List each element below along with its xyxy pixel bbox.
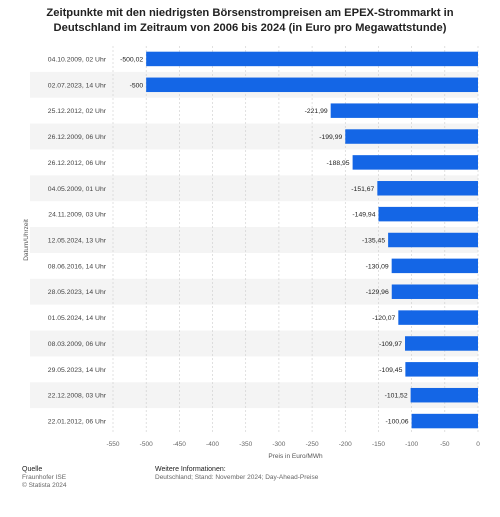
x-tick-label: -400 [206,441,219,448]
info-block: Weitere Informationen: Deutschland; Stan… [155,466,318,482]
bar [388,232,478,248]
category-label: 28.05.2023, 14 Uhr [48,289,107,296]
category-label: 01.05.2024, 14 Uhr [48,315,107,322]
category-label: 04.05.2009, 01 Uhr [48,186,107,193]
value-label: -100,06 [386,419,409,426]
info-label: Weitere Informationen: [155,466,226,473]
value-label: -221,99 [305,108,328,115]
x-tick-label: -200 [339,441,352,448]
bar [146,77,478,93]
category-label: 08.03.2009, 06 Uhr [48,341,107,348]
bar [405,336,478,351]
value-label: -199,99 [319,134,342,141]
value-label: -500,02 [120,56,143,63]
bar [352,155,478,170]
bar [146,51,478,67]
category-label: 22.12.2008, 03 Uhr [48,393,107,400]
bar [410,387,478,403]
value-label: -101,52 [385,393,408,400]
row-stripe [30,382,478,409]
category-label: 29.05.2023, 14 Uhr [48,367,107,374]
category-label: 12.05.2024, 13 Uhr [48,238,107,245]
category-label: 22.01.2012, 06 Uhr [48,419,107,426]
value-label: -129,96 [366,289,389,296]
y-axis-title: Datum/Uhrzeit [23,219,30,261]
x-axis-title: Preis in Euro/MWh [268,453,323,460]
x-tick-label: -100 [405,441,418,448]
chart-title: Zeitpunkte mit den niedrigsten Börsenstr… [20,6,480,36]
source-label: Quelle [22,466,43,473]
value-label: -151,67 [351,186,374,193]
info-text: Deutschland; Stand: November 2024; Day-A… [155,474,319,481]
source-line-2: © Statista 2024 [22,482,67,489]
value-label: -500 [130,82,144,89]
bar [377,181,478,196]
value-label: -188,95 [327,160,350,167]
category-label: 25.12.2012, 02 Uhr [48,108,107,115]
bar [378,206,478,222]
bar [391,258,478,274]
x-tick-label: -350 [239,441,252,448]
x-tick-label: -150 [372,441,385,448]
x-tick-label: -500 [140,441,153,448]
value-label: -109,97 [379,341,402,348]
value-label: -149,94 [352,212,375,219]
bar [405,362,478,377]
category-label: 26.12.2009, 06 Uhr [48,134,107,141]
source-line-1: Fraunhofer ISE [22,474,67,481]
x-tick-label: -450 [173,441,186,448]
category-label: 04.10.2009, 02 Uhr [48,56,107,63]
bar [391,284,478,299]
bar [345,129,478,144]
x-tick-label: -50 [440,441,450,448]
category-label: 02.07.2023, 14 Uhr [48,82,107,89]
category-label: 26.12.2012, 06 Uhr [48,160,107,167]
x-tick-label: -250 [306,441,319,448]
category-label: 08.06.2016, 14 Uhr [48,263,107,270]
x-tick-label: -550 [106,441,119,448]
value-label: -130,09 [366,263,389,270]
category-label: 24.11.2009, 03 Uhr [48,212,106,219]
value-label: -109,45 [379,367,402,374]
chart-title-line-2: Deutschland im Zeitraum von 2006 bis 202… [53,22,447,34]
value-label: -135,45 [362,238,385,245]
bar [411,413,478,429]
x-tick-label: 0 [476,441,480,448]
value-label: -120,07 [372,315,395,322]
bar [330,103,478,118]
row-stripe [30,330,478,357]
x-tick-label: -300 [272,441,285,448]
source-block: Quelle Fraunhofer ISE © Statista 2024 [22,466,67,490]
bar [398,310,478,325]
chart-title-line-1: Zeitpunkte mit den niedrigsten Börsenstr… [46,7,454,19]
